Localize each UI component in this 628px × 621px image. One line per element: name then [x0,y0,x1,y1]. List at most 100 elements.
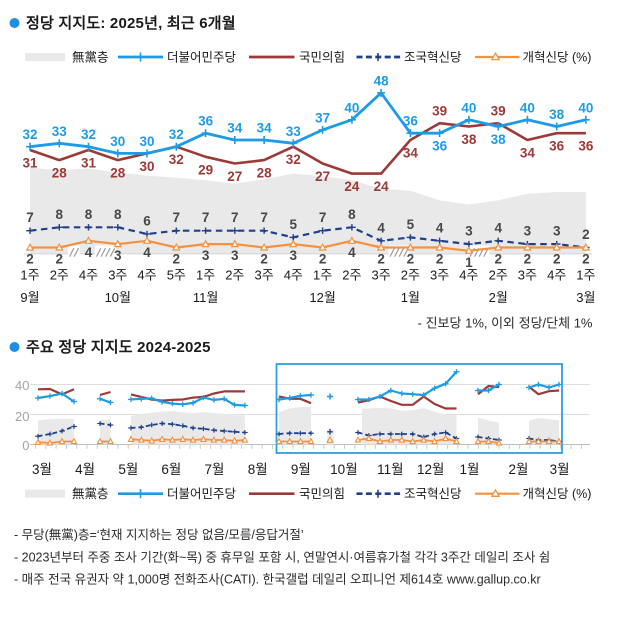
svg-text:2: 2 [173,252,181,267]
svg-text:8: 8 [56,207,64,222]
svg-text:2: 2 [436,252,444,267]
svg-text:9월: 9월 [291,462,311,477]
svg-text:1주: 1주 [196,268,215,283]
svg-text:조국혁신당: 조국혁신당 [404,487,462,501]
svg-text:30: 30 [139,159,154,174]
svg-text:31: 31 [81,156,97,171]
svg-text:40: 40 [520,100,535,115]
svg-text:31: 31 [22,156,38,171]
svg-text:8월: 8월 [248,462,268,477]
svg-text:7월: 7월 [205,462,225,477]
svg-text:38: 38 [549,107,565,122]
svg-text:7: 7 [202,210,210,225]
svg-text:32: 32 [286,152,301,167]
svg-text:7: 7 [26,210,34,225]
svg-text:2: 2 [582,227,590,242]
svg-text:7: 7 [260,210,268,225]
svg-text:38: 38 [491,132,507,147]
svg-text:36: 36 [549,139,565,154]
svg-text:4주: 4주 [79,268,98,283]
svg-text:2주: 2주 [489,268,508,283]
svg-text:2: 2 [319,252,327,267]
svg-text:3월: 3월 [550,462,570,477]
svg-text:6월: 6월 [161,462,181,477]
svg-text:32: 32 [22,127,37,142]
svg-text:2: 2 [26,252,34,267]
svg-text:40: 40 [15,378,29,393]
svg-text:1주: 1주 [20,268,39,283]
svg-text:4주: 4주 [284,268,303,283]
svg-text:4: 4 [494,220,502,235]
svg-text:- 2023년부터 주중 조사 기간(화~목) 중 휴무일: - 2023년부터 주중 조사 기간(화~목) 중 휴무일 포함 시, 연말연시… [14,551,550,565]
svg-text:3주: 3주 [254,268,273,283]
svg-text:36: 36 [432,139,448,154]
svg-text:1주: 1주 [576,268,595,283]
svg-text:40: 40 [578,100,593,115]
svg-text:2: 2 [582,252,590,267]
svg-text:2주: 2주 [225,268,244,283]
svg-text:개혁신당 (%): 개혁신당 (%) [523,51,592,65]
svg-text:4월: 4월 [75,462,95,477]
svg-text:4: 4 [85,245,93,260]
svg-text:34: 34 [520,146,536,161]
svg-text:4주: 4주 [547,268,566,283]
svg-text:2: 2 [553,252,561,267]
svg-text:2: 2 [524,252,532,267]
svg-text:주요 정당 지지도 2024-2025: 주요 정당 지지도 2024-2025 [26,338,211,356]
svg-text:11월: 11월 [193,290,218,305]
svg-text:27: 27 [315,169,330,184]
svg-text:3주: 3주 [518,268,537,283]
svg-text:3: 3 [202,248,210,263]
svg-text:無黨층: 無黨층 [72,486,109,501]
svg-text:2월: 2월 [509,462,529,477]
svg-text:5: 5 [407,217,415,232]
svg-text:5: 5 [290,217,298,232]
svg-text:39: 39 [491,104,506,119]
svg-text:24: 24 [344,179,360,194]
svg-text:28: 28 [110,166,126,181]
svg-text:27: 27 [227,169,242,184]
svg-text:2: 2 [494,252,502,267]
svg-text:29: 29 [198,162,213,177]
svg-text:7: 7 [319,210,327,225]
svg-text:- 진보당 1%, 이외 정당/단체 1%: - 진보당 1%, 이외 정당/단체 1% [418,316,593,331]
svg-text:20: 20 [15,409,29,424]
svg-text:3: 3 [524,224,532,239]
svg-text:28: 28 [257,166,273,181]
svg-text:8: 8 [348,207,356,222]
svg-text:12월: 12월 [309,290,335,305]
svg-text:조국혁신당: 조국혁신당 [404,51,462,65]
svg-text:3: 3 [465,224,473,239]
svg-text:39: 39 [432,104,447,119]
svg-text:0: 0 [22,438,29,453]
svg-text:33: 33 [52,124,68,139]
svg-text:34: 34 [257,121,273,136]
svg-text:4: 4 [436,220,444,235]
svg-text:11월: 11월 [377,462,403,477]
svg-text:36: 36 [403,114,419,129]
svg-text:32: 32 [81,127,96,142]
svg-text:38: 38 [461,132,477,147]
svg-text:2: 2 [407,252,415,267]
svg-text:1월: 1월 [401,290,420,305]
svg-text:개혁신당 (%): 개혁신당 (%) [523,487,592,501]
svg-text:- 매주 전국 유권자 약 1,000명 전화조사(CATI: - 매주 전국 유권자 약 1,000명 전화조사(CATI). 한국갤럽 데일… [14,572,541,587]
svg-text:4: 4 [143,245,151,260]
svg-text:3: 3 [553,224,561,239]
svg-text:32: 32 [169,152,184,167]
svg-text:1: 1 [465,255,473,270]
svg-text:더불어민주당: 더불어민주당 [167,487,237,501]
svg-text:1주: 1주 [313,268,332,283]
svg-text:7: 7 [173,210,181,225]
svg-text:2: 2 [377,252,385,267]
svg-text:4: 4 [377,220,385,235]
svg-text:2주: 2주 [342,268,361,283]
svg-text:4주: 4주 [459,268,478,283]
svg-text:2월: 2월 [489,290,508,305]
svg-text:2: 2 [56,252,64,267]
svg-text:28: 28 [52,166,68,181]
svg-text:3주: 3주 [371,268,390,283]
svg-text:4: 4 [348,245,356,260]
svg-text:34: 34 [227,121,243,136]
svg-text:36: 36 [198,114,214,129]
